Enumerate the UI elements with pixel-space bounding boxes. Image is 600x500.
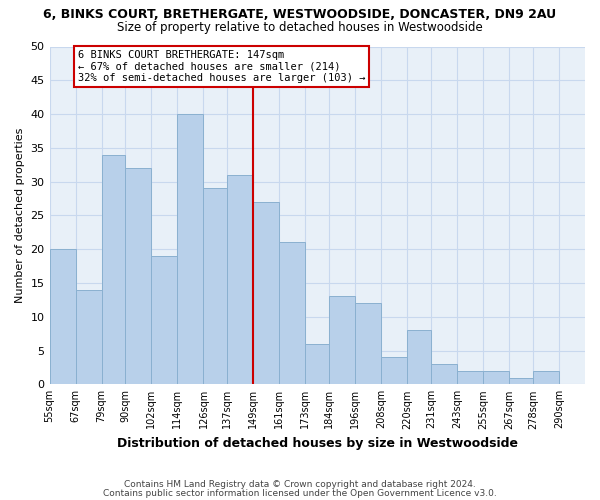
Bar xyxy=(76,290,101,384)
Bar xyxy=(533,371,559,384)
Bar xyxy=(483,371,509,384)
Bar xyxy=(329,296,355,384)
Text: 6 BINKS COURT BRETHERGATE: 147sqm
← 67% of detached houses are smaller (214)
32%: 6 BINKS COURT BRETHERGATE: 147sqm ← 67% … xyxy=(78,50,365,83)
Bar xyxy=(457,371,483,384)
Bar xyxy=(280,242,305,384)
Bar xyxy=(355,303,381,384)
Text: 6, BINKS COURT, BRETHERGATE, WESTWOODSIDE, DONCASTER, DN9 2AU: 6, BINKS COURT, BRETHERGATE, WESTWOODSID… xyxy=(43,8,557,20)
Text: Contains public sector information licensed under the Open Government Licence v3: Contains public sector information licen… xyxy=(103,488,497,498)
Bar xyxy=(407,330,431,384)
Bar xyxy=(253,202,280,384)
Y-axis label: Number of detached properties: Number of detached properties xyxy=(15,128,25,303)
Bar xyxy=(151,256,178,384)
Bar xyxy=(101,154,125,384)
Bar xyxy=(431,364,457,384)
X-axis label: Distribution of detached houses by size in Westwoodside: Distribution of detached houses by size … xyxy=(117,437,518,450)
Bar xyxy=(381,358,407,384)
Text: Contains HM Land Registry data © Crown copyright and database right 2024.: Contains HM Land Registry data © Crown c… xyxy=(124,480,476,489)
Bar xyxy=(227,175,253,384)
Bar xyxy=(125,168,151,384)
Bar xyxy=(203,188,227,384)
Bar xyxy=(509,378,533,384)
Bar xyxy=(305,344,329,385)
Text: Size of property relative to detached houses in Westwoodside: Size of property relative to detached ho… xyxy=(117,21,483,34)
Bar xyxy=(50,249,76,384)
Bar xyxy=(178,114,203,384)
